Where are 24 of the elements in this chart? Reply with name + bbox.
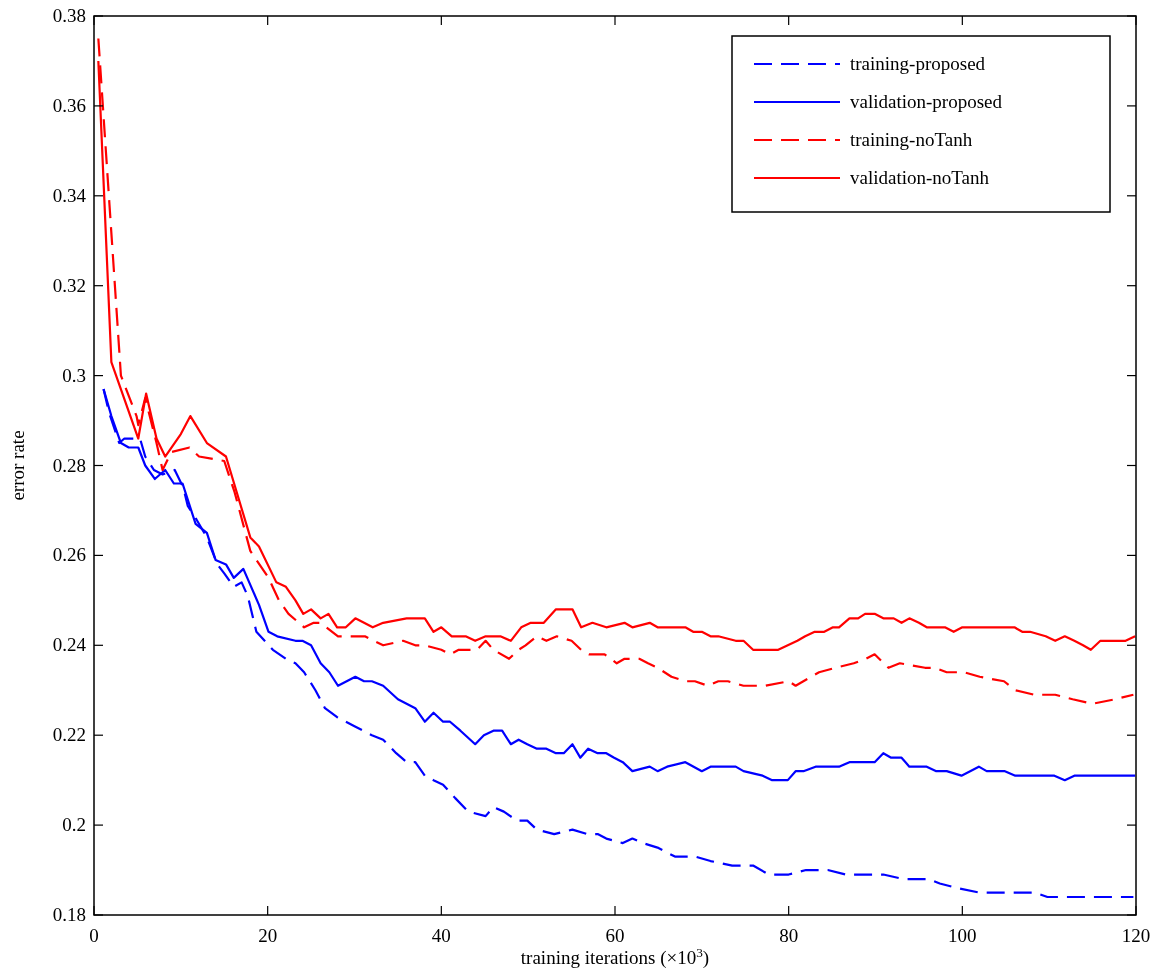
legend-label: validation-proposed xyxy=(850,91,1003,112)
y-tick-label: 0.26 xyxy=(52,544,86,566)
x-tick-label: 20 xyxy=(258,925,278,946)
y-tick-label: 0.3 xyxy=(62,364,86,386)
y-tick-label: 0.32 xyxy=(52,274,86,296)
x-axis-title: training iterations (×10$^{3}$) xyxy=(520,944,710,969)
y-tick-label: 0.18 xyxy=(52,904,86,925)
x-tick-label: 40 xyxy=(431,925,451,946)
legend-label: validation-noTanh xyxy=(850,167,990,188)
y-tick-label: 0.2 xyxy=(62,814,86,836)
x-tick-label: 0 xyxy=(89,925,99,946)
x-tick-label: 120 xyxy=(1121,925,1151,946)
legend-label: training-proposed xyxy=(850,53,986,74)
y-tick-label: 0.38 xyxy=(52,5,86,26)
y-axis-title: error rate xyxy=(7,430,28,501)
y-tick-label: 0.24 xyxy=(52,634,87,656)
x-tick-label: 80 xyxy=(779,925,799,946)
x-tick-label: 60 xyxy=(605,925,625,946)
y-tick-label: 0.28 xyxy=(52,454,86,476)
x-tick-label: 100 xyxy=(948,925,977,946)
y-tick-label: 0.36 xyxy=(52,94,86,116)
y-tick-label: 0.34 xyxy=(52,184,87,206)
legend-label: training-noTanh xyxy=(850,129,973,150)
y-tick-label: 0.22 xyxy=(52,724,86,746)
